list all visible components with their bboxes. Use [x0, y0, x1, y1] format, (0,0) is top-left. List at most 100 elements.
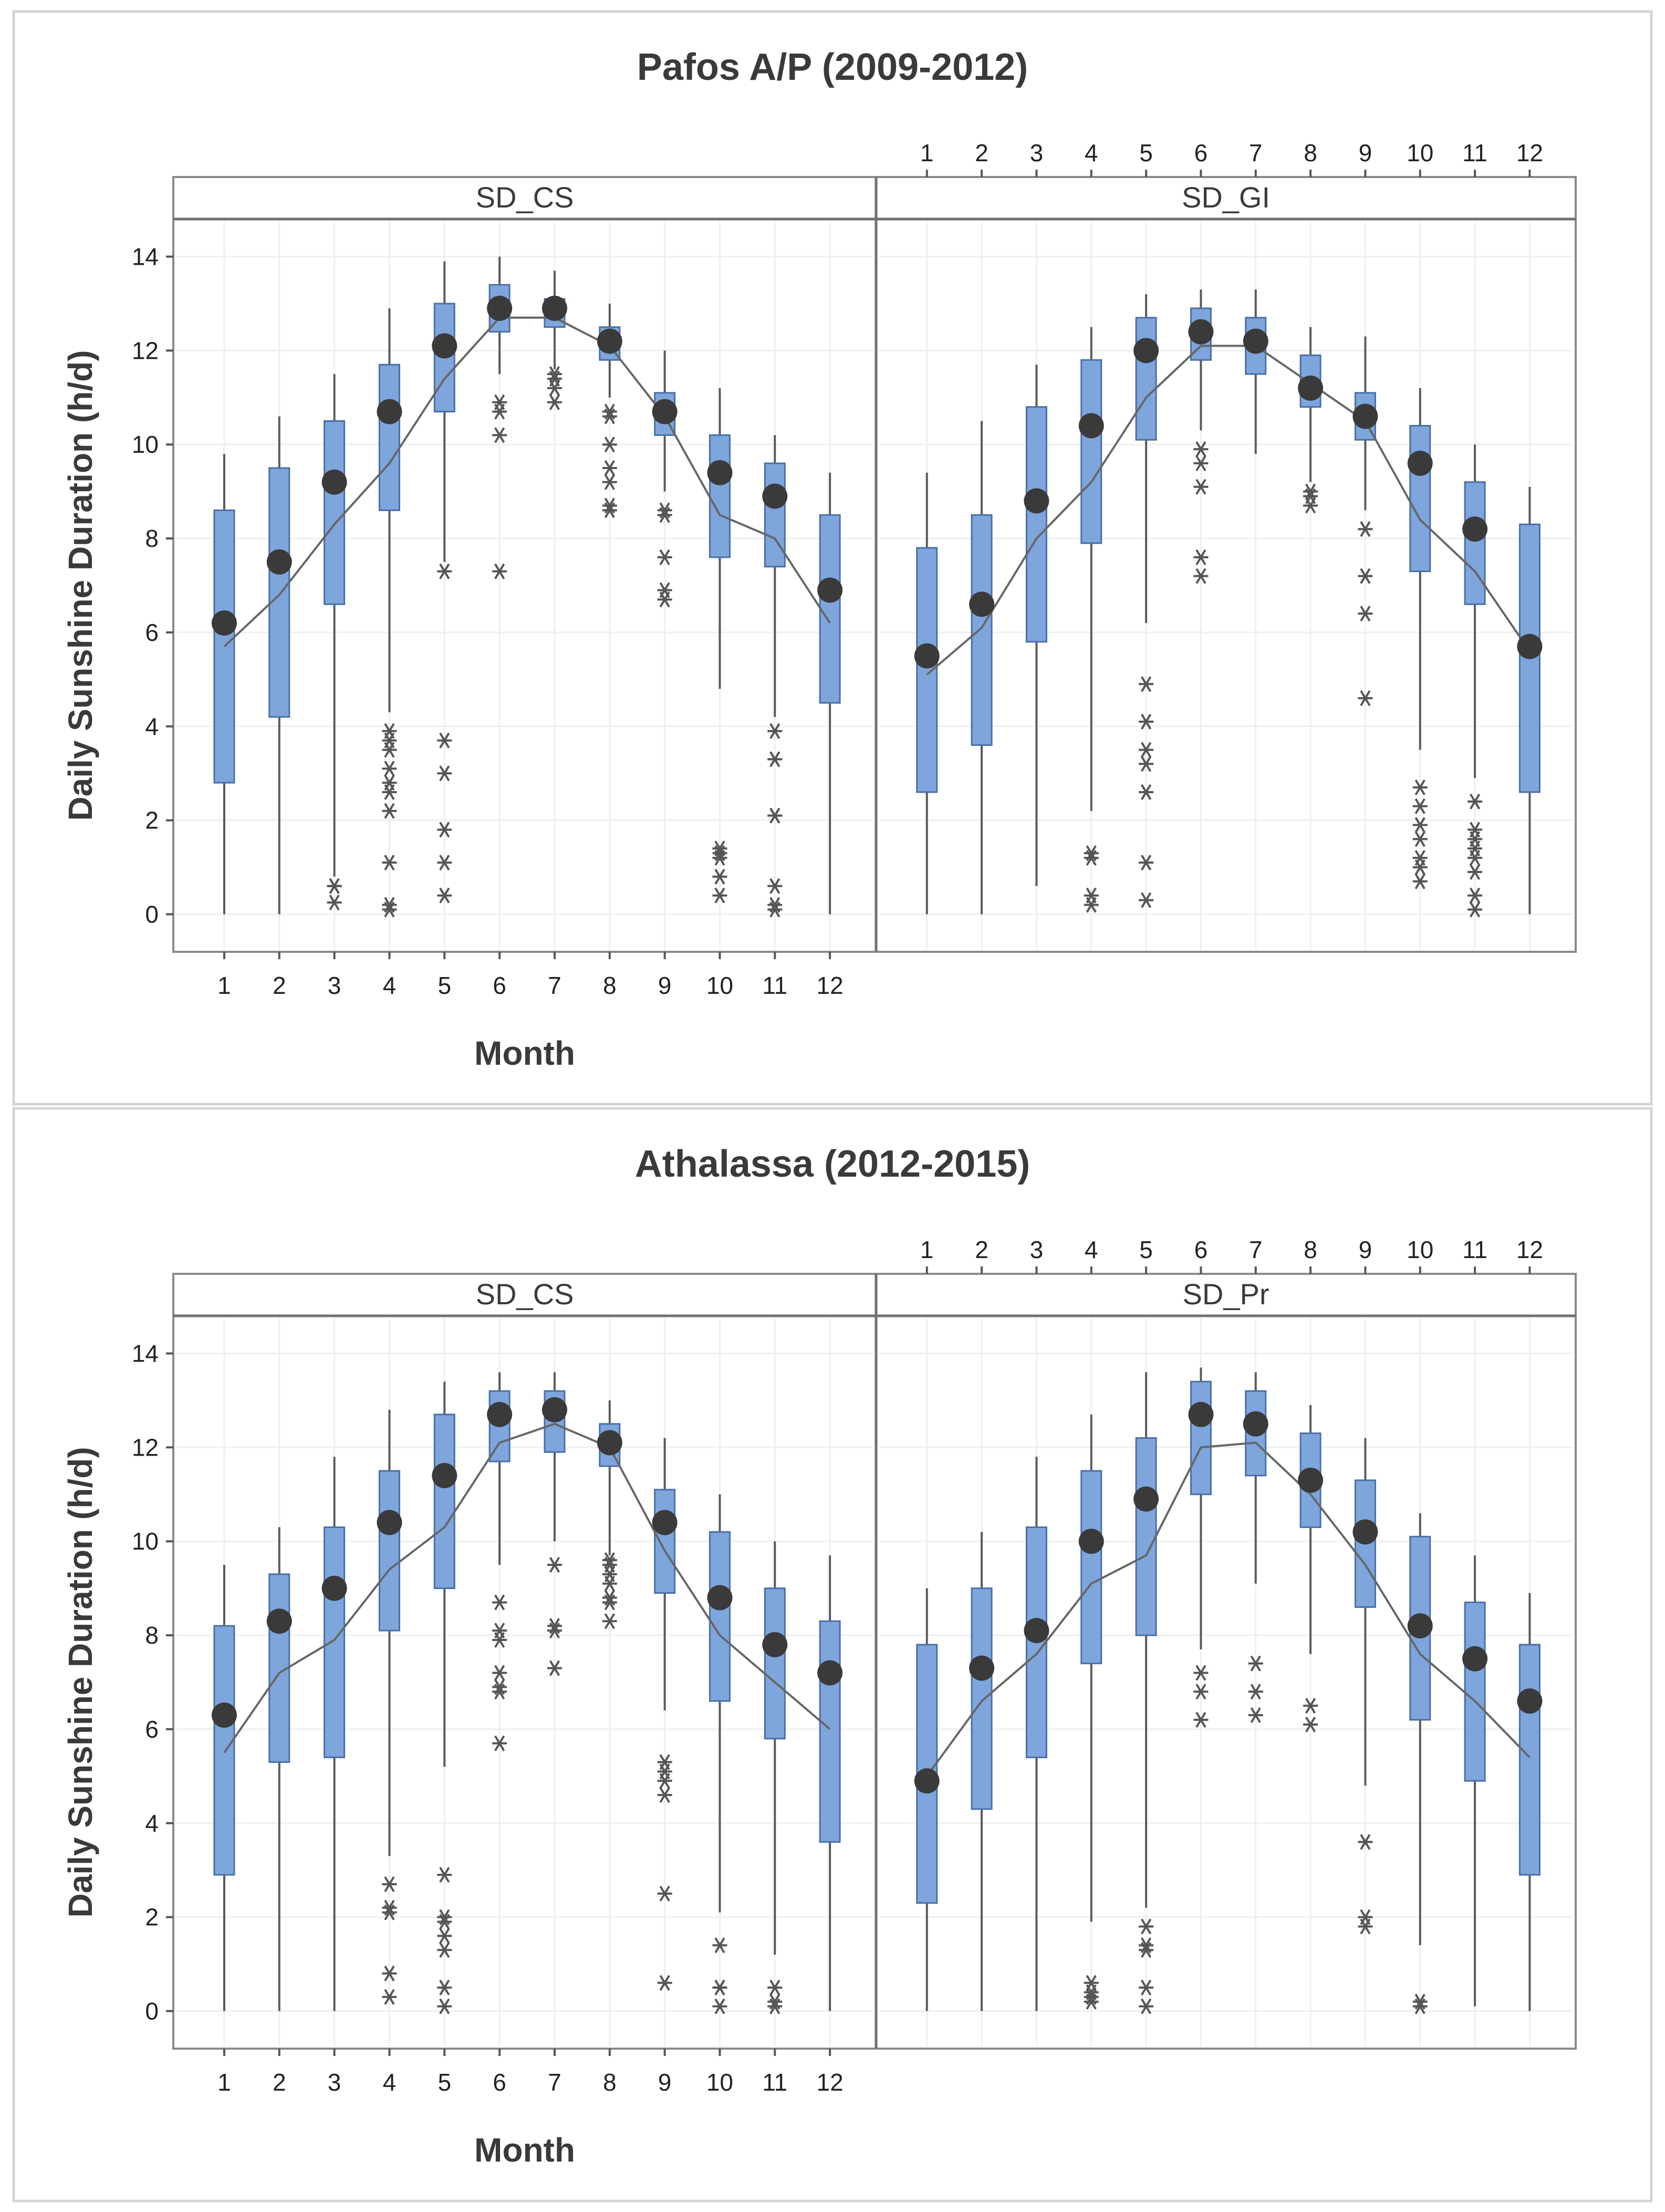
outlier-marker — [602, 460, 617, 476]
x-tick-label: 11 — [762, 972, 787, 999]
outlier-marker — [547, 394, 562, 410]
x-tick-label: 8 — [1304, 1236, 1317, 1263]
x-tick-label: 6 — [1194, 139, 1208, 167]
mean-dot — [652, 399, 678, 424]
iqr-box — [378, 364, 400, 511]
outlier-marker — [1358, 568, 1373, 584]
outlier-marker — [382, 1965, 397, 1981]
outlier-marker — [1358, 606, 1373, 622]
outlier-stroke — [714, 1979, 725, 1996]
x-tick-label: 8 — [1304, 139, 1317, 167]
outlier-marker — [657, 1773, 672, 1789]
x-tick-label: 12 — [1516, 139, 1543, 167]
outlier-marker — [547, 1556, 562, 1573]
x-tick-label: 2 — [273, 2069, 286, 2096]
outlier-marker — [1468, 901, 1483, 918]
outlier-stroke — [439, 1942, 450, 1958]
outlier-stroke — [659, 1975, 670, 1991]
outlier-marker — [1412, 859, 1428, 876]
outlier-marker — [1139, 756, 1154, 772]
x-tick-label: 11 — [1462, 139, 1487, 167]
x-tick-label: 4 — [383, 2069, 397, 2096]
mean-dot — [817, 577, 843, 603]
outlier-marker — [437, 563, 452, 579]
x-tick-label: 3 — [1030, 1236, 1044, 1263]
mean-dot — [969, 591, 995, 617]
outlier-marker — [1248, 1707, 1263, 1723]
month-2-box — [971, 421, 993, 915]
month-5-box — [433, 1382, 455, 2014]
mean-dot — [1078, 1529, 1104, 1554]
outlier-marker — [602, 1575, 617, 1592]
outlier-stroke — [659, 1773, 670, 1789]
outlier-marker — [437, 1914, 452, 1930]
outlier-marker — [1303, 497, 1318, 514]
outlier-stroke — [659, 591, 670, 608]
outlier-stroke — [769, 878, 781, 894]
outlier-marker — [712, 887, 727, 904]
month-4-box — [1080, 1414, 1102, 2010]
outlier-stroke — [439, 1914, 450, 1930]
iqr-box — [378, 1470, 400, 1632]
outlier-marker — [1193, 568, 1209, 584]
outlier-marker — [382, 1904, 397, 1920]
outlier-stroke — [329, 878, 340, 894]
outlier-marker — [1303, 1698, 1318, 1714]
outlier-marker — [1358, 690, 1373, 707]
iqr-box — [1518, 1644, 1541, 1876]
mean-dot — [1352, 1519, 1378, 1545]
outlier-stroke — [384, 855, 395, 871]
y-tick-label: 12 — [132, 1434, 159, 1461]
outlier-marker — [492, 1735, 507, 1751]
x-axis-title: Month — [474, 2131, 575, 2169]
month-5-box — [1135, 1372, 1157, 2014]
outlier-stroke — [439, 563, 450, 579]
outlier-marker — [547, 1623, 562, 1639]
y-tick-label: 10 — [132, 431, 159, 458]
y-tick-label: 2 — [145, 1904, 159, 1931]
mean-dot — [266, 549, 292, 575]
mean-dot — [707, 1585, 733, 1611]
outlier-stroke — [439, 1979, 450, 1996]
outlier-marker — [657, 507, 672, 523]
mean-dot — [1024, 488, 1049, 514]
outlier-marker — [602, 437, 617, 453]
outlier-marker — [437, 732, 452, 749]
outlier-stroke — [494, 1684, 505, 1700]
outlier-marker — [1193, 1684, 1209, 1700]
mean-dot — [1298, 375, 1324, 401]
month-3-box — [324, 374, 346, 911]
y-tick-label: 12 — [132, 337, 159, 364]
outlier-marker — [767, 807, 783, 824]
month-11-box — [1464, 444, 1486, 918]
outlier-stroke — [494, 427, 505, 443]
outlier-stroke — [1305, 497, 1316, 514]
outlier-marker — [712, 1979, 727, 1996]
outlier-marker — [1139, 713, 1154, 730]
iqr-box — [1080, 359, 1102, 544]
outlier-marker — [437, 1928, 452, 1944]
outlier-stroke — [604, 502, 615, 518]
outlier-stroke — [769, 751, 781, 767]
mean-dot — [321, 1575, 347, 1601]
outlier-marker — [657, 549, 672, 565]
month-10-box — [709, 1494, 731, 2014]
plot-area — [172, 1273, 1577, 2050]
iqr-box — [1354, 1479, 1376, 1608]
outlier-stroke — [439, 855, 450, 871]
outlier-marker — [1468, 887, 1483, 904]
mean-dot — [1133, 1486, 1159, 1512]
outlier-stroke — [1469, 887, 1481, 904]
month-4-box — [1080, 327, 1102, 913]
iqr-box — [764, 462, 786, 568]
outlier-stroke — [1305, 1716, 1316, 1733]
outlier-marker — [1139, 1918, 1154, 1935]
plot-area — [172, 176, 1577, 953]
outlier-marker — [1412, 831, 1428, 847]
mean-dot — [1517, 634, 1543, 659]
outlier-marker — [1412, 779, 1428, 796]
outlier-marker — [382, 1876, 397, 1893]
outlier-stroke — [769, 901, 781, 918]
outlier-stroke — [384, 901, 395, 918]
